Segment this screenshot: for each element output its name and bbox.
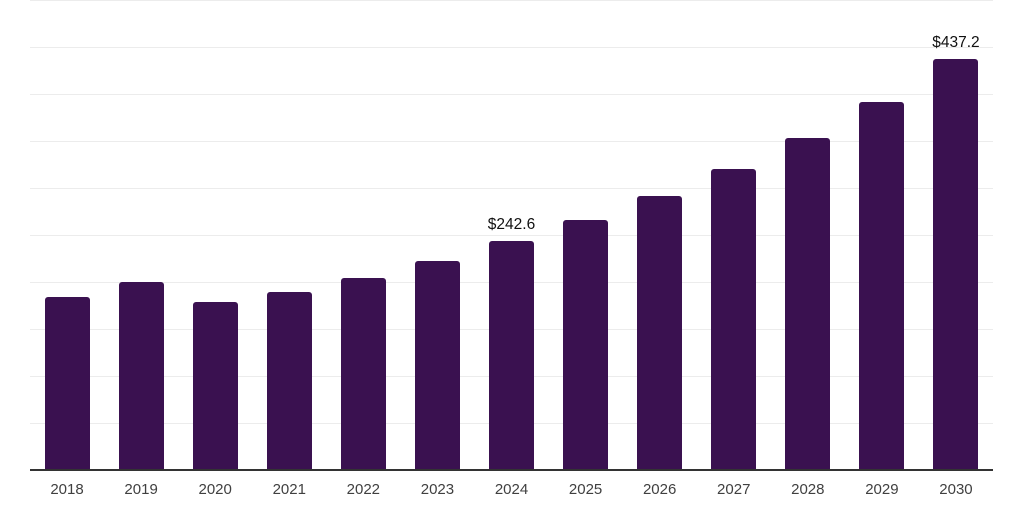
gridline-250 xyxy=(30,235,993,236)
bar-value-label-2030: $437.2 xyxy=(932,33,980,51)
bar-slot-2023 xyxy=(400,0,474,469)
gridline-300 xyxy=(30,188,993,189)
bars-row: $242.6 $437.2 xyxy=(30,0,993,469)
bar-slot-2022 xyxy=(326,0,400,469)
bar-slot-2026 xyxy=(623,0,697,469)
x-tick-label-2025: 2025 xyxy=(568,481,603,498)
x-tick-label-2019: 2019 xyxy=(124,481,158,498)
bar-slot-2025 xyxy=(549,0,623,469)
x-tick-label-2027: 2027 xyxy=(717,481,751,498)
bar-slot-2019 xyxy=(104,0,178,469)
gridline-400 xyxy=(30,94,993,95)
bar-2021 xyxy=(266,292,312,469)
x-tick-label-2018: 2018 xyxy=(50,481,84,498)
bar-2023 xyxy=(414,260,460,469)
x-tick-label-2022: 2022 xyxy=(346,481,381,498)
bar-slot-2018 xyxy=(30,0,104,469)
x-tick-label-2021: 2021 xyxy=(272,481,306,498)
bar-2029 xyxy=(859,101,905,469)
x-tick-label-2023: 2023 xyxy=(420,481,455,498)
bar-2025 xyxy=(563,219,609,469)
bar-value-label-2024: $242.6 xyxy=(487,216,536,234)
x-tick-label-2028: 2028 xyxy=(791,481,825,498)
bar-slot-2028 xyxy=(771,0,845,469)
bar-2018 xyxy=(44,297,90,469)
x-tick-label-2024: 2024 xyxy=(494,481,529,498)
bar-2026 xyxy=(637,195,683,469)
x-axis-tick-labels: 2018 2019 2020 2021 2022 2023 2024 2025 2026 2027… xyxy=(30,481,993,498)
gridline-350 xyxy=(30,141,993,142)
bar-slot-2030: $437.2 xyxy=(919,0,993,469)
x-tick-label-2026: 2026 xyxy=(642,481,677,498)
bar-slot-2027 xyxy=(697,0,771,469)
bar-2019 xyxy=(118,281,164,469)
bar-slot-2029 xyxy=(845,0,919,469)
x-tick-label-2029: 2029 xyxy=(865,481,899,498)
bar-slot-2020 xyxy=(178,0,252,469)
bar-2027 xyxy=(711,168,757,469)
x-tick-label-2020: 2020 xyxy=(198,481,232,498)
bar-slot-2021 xyxy=(252,0,326,469)
bar-2024 xyxy=(489,241,534,469)
gridline-450 xyxy=(30,47,993,48)
bar-2020 xyxy=(192,302,238,469)
x-tick-label-2030: 2030 xyxy=(939,481,973,498)
x-axis-line xyxy=(30,469,993,471)
gridline-500 xyxy=(30,0,993,1)
bar-2028 xyxy=(785,137,831,469)
bar-slot-2024: $242.6 xyxy=(474,0,548,469)
bar-2022 xyxy=(340,277,386,469)
bar-2030 xyxy=(933,58,979,469)
plot-area: $242.6 $437.2 xyxy=(30,0,993,471)
